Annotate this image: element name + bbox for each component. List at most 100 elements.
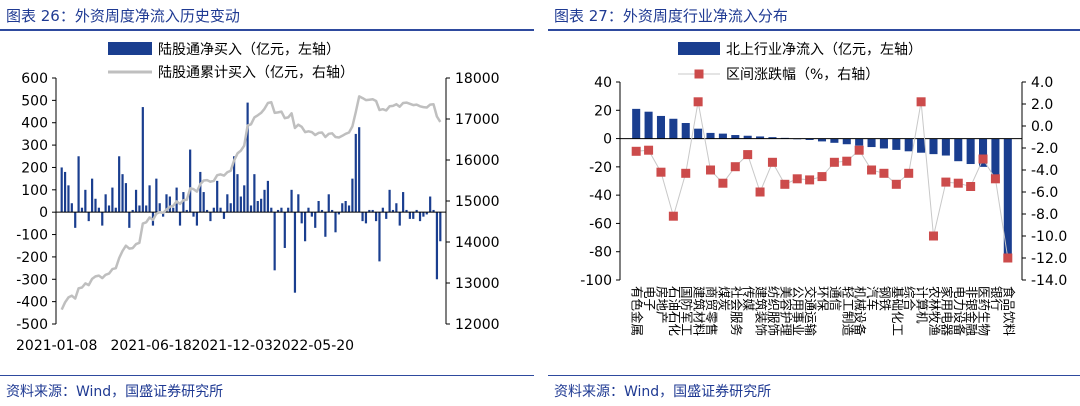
- right-y-tick-label: 14000: [455, 235, 500, 251]
- left-y-tick-label: 40: [594, 75, 612, 91]
- net-buy-bar: [97, 207, 100, 213]
- net-buy-bar: [368, 209, 371, 213]
- net-buy-bar: [94, 198, 97, 213]
- category-label: 农林牧渔: [927, 286, 942, 336]
- net-buy-bar: [320, 209, 324, 213]
- net-buy-bar: [337, 212, 340, 215]
- right-y-tick-label: -8.0: [1031, 207, 1058, 223]
- net-buy-bar: [432, 209, 435, 213]
- category-label: 钢铁: [877, 286, 892, 312]
- net-buy-bar: [270, 207, 273, 213]
- x-tick-label: 2021-06-18: [110, 338, 191, 354]
- net-buy-bar: [361, 212, 364, 222]
- pct-change-marker: [681, 168, 691, 178]
- net-buy-bar: [290, 189, 293, 213]
- category-label: 汽车: [865, 286, 880, 311]
- net-buy-bar: [412, 212, 415, 219]
- category-label: 通信: [828, 286, 843, 311]
- net-buy-bar: [158, 203, 161, 213]
- right-chart-title: 图表 27：外资周度行业净流入分布: [554, 7, 788, 25]
- pct-change-marker: [780, 179, 790, 189]
- net-buy-bar: [266, 180, 270, 213]
- net-buy-bar: [60, 167, 63, 213]
- industry-net-inflow-bar: [842, 138, 851, 145]
- category-label: 房地产: [655, 286, 670, 324]
- net-buy-bar: [314, 212, 317, 228]
- right-y-tick-label: 2.0: [1031, 97, 1053, 113]
- industry-net-inflow-bar: [966, 138, 975, 165]
- net-buy-bar: [334, 212, 337, 233]
- right-chart-panel: 图表 27：外资周度行业净流入分布 -100 -80 -60 -40 -20 0 20 40-…: [548, 0, 1080, 406]
- net-buy-bar: [80, 207, 84, 213]
- net-buy-bar: [391, 209, 395, 213]
- pct-change-marker: [743, 150, 753, 160]
- net-buy-bar: [327, 194, 330, 213]
- category-label: 社会服务: [729, 286, 744, 336]
- net-buy-bar: [249, 205, 253, 213]
- net-buy-bar: [246, 102, 249, 213]
- net-buy-bar: [195, 212, 199, 226]
- industry-net-inflow-bar: [929, 138, 938, 155]
- pct-change-marker: [755, 187, 765, 197]
- net-buy-bar: [216, 180, 219, 213]
- left-y-tick-label: 200: [21, 160, 48, 176]
- industry-net-inflow-bar: [669, 118, 678, 139]
- right-y-tick-label: -12.0: [1031, 251, 1067, 267]
- category-label: 计算机: [915, 286, 930, 324]
- category-label: 传媒: [741, 286, 756, 312]
- industry-net-inflow-bar: [917, 138, 926, 153]
- net-buy-bar: [351, 178, 354, 213]
- category-label: 轻工制造: [840, 286, 855, 337]
- left-chart-source: 资料来源：Wind，国盛证券研究所: [6, 384, 224, 400]
- net-buy-bar: [145, 205, 148, 213]
- net-buy-bar: [212, 207, 215, 213]
- net-buy-bar: [341, 203, 344, 213]
- legend-line-label: 陆股通累计买入（亿元，右轴）: [158, 65, 354, 81]
- net-buy-bar: [395, 203, 398, 213]
- left-y-tick-label: -40: [589, 188, 612, 204]
- right-y-tick-label: -2.0: [1031, 141, 1058, 157]
- legend-marker-label: 区间涨跌幅（%，右轴）: [726, 67, 879, 83]
- net-buy-bar: [297, 194, 300, 213]
- x-tick-label: 2021-12-03: [192, 338, 273, 354]
- left-y-tick-label: -400: [16, 295, 48, 311]
- left-y-tick-label: -100: [16, 228, 48, 244]
- net-buy-bar: [222, 212, 226, 219]
- right-y-tick-label: -14.0: [1031, 273, 1067, 289]
- left-title-rule: [0, 29, 534, 31]
- net-buy-bar: [205, 209, 209, 213]
- legend-bar-swatch: [678, 42, 720, 55]
- pct-change-marker: [916, 97, 926, 107]
- left-chart-svg: -500 -400 -300 -200 -100 0 100 200 300 400 500 600 1…: [16, 42, 500, 354]
- right-source-rule: [548, 375, 1080, 376]
- industry-net-inflow-bar: [644, 111, 653, 139]
- category-label: 建筑材料: [692, 286, 707, 337]
- left-y-tick-label: -300: [16, 272, 48, 288]
- net-buy-bar: [385, 212, 388, 219]
- net-buy-bar: [121, 174, 124, 213]
- net-buy-bar: [141, 107, 144, 213]
- net-buy-bar: [236, 174, 239, 213]
- net-buy-bar: [435, 212, 439, 280]
- pct-change-marker: [978, 154, 988, 164]
- left-y-tick-label: -200: [16, 250, 48, 266]
- industry-net-inflow-bar: [632, 108, 641, 139]
- net-buy-bar: [439, 212, 442, 242]
- right-y-tick-label: 13000: [455, 276, 500, 292]
- pct-change-marker: [656, 167, 666, 177]
- net-buy-bar: [374, 212, 378, 222]
- net-buy-bar: [178, 212, 182, 226]
- pct-change-marker: [631, 146, 641, 156]
- pct-change-marker: [767, 157, 777, 167]
- net-buy-bar: [128, 212, 131, 228]
- left-y-tick-label: -500: [16, 317, 48, 333]
- net-buy-bar: [310, 212, 313, 217]
- net-buy-bar: [287, 207, 290, 213]
- net-buy-bar: [107, 205, 111, 213]
- left-y-tick-label: 500: [21, 93, 48, 109]
- right-chart-source: 资料来源：Wind，国盛证券研究所: [554, 384, 772, 400]
- right-chart-svg: -100 -80 -60 -40 -20 0 20 40 -14.0 -12.0 -10.0 -8.0…: [580, 42, 1067, 337]
- right-y-tick-label: -4.0: [1031, 163, 1058, 179]
- net-buy-bar: [84, 189, 87, 213]
- net-buy-bar: [185, 209, 188, 213]
